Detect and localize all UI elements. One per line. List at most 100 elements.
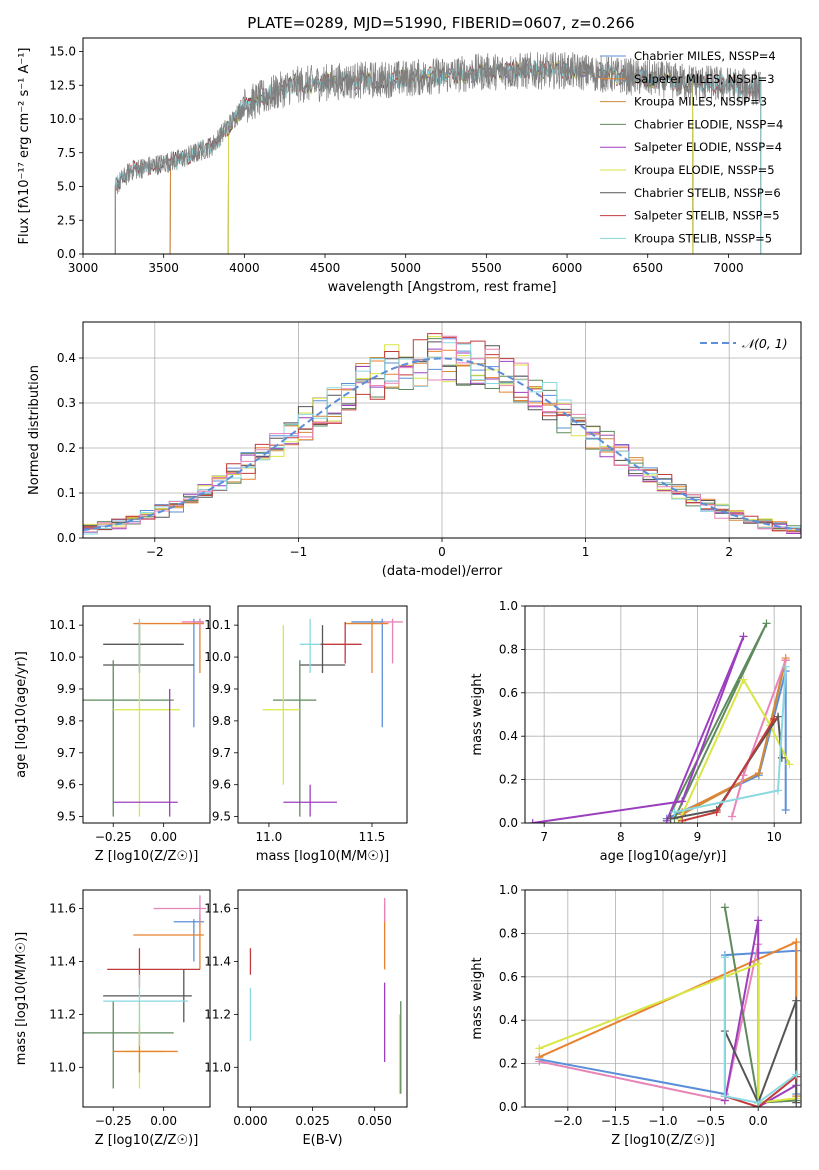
y-tick-label: 7.5 — [57, 146, 76, 160]
x-tick-label: −0.25 — [95, 1114, 132, 1128]
y-tick-label: 0.0 — [499, 1100, 518, 1114]
y-tick-label: 9.8 — [57, 714, 76, 728]
weight-marker — [792, 1070, 801, 1079]
plot-area-mass_vs_ebv — [249, 897, 402, 1094]
y-tick-label: 1.0 — [499, 599, 518, 613]
x-axis-label: Z [log10(Z/Z☉)] — [95, 849, 199, 864]
weight-marker — [739, 771, 748, 780]
y-tick-label: 9.9 — [212, 682, 231, 696]
weight-marker — [739, 675, 748, 684]
weight-marker — [712, 808, 721, 817]
x-tick-label: 3500 — [148, 261, 179, 275]
y-tick-label: 9.5 — [57, 810, 76, 824]
y-tick-label: 9.6 — [212, 778, 231, 792]
legend-label: Chabrier MILES, NSSP=4 — [634, 49, 776, 63]
weight-line-5 — [538, 962, 797, 1104]
weight-marker — [678, 797, 687, 806]
y-tick-label: 9.9 — [57, 682, 76, 696]
x-tick-label: −2 — [146, 545, 164, 559]
weight-marker — [754, 959, 763, 968]
y-tick-label: 10.1 — [204, 618, 231, 632]
weight-marker — [535, 1044, 544, 1053]
y-tick-label: 0.6 — [499, 686, 518, 700]
x-tick-label: 4000 — [229, 261, 260, 275]
y-tick-label: 9.7 — [212, 746, 231, 760]
y-tick-label: 0.8 — [499, 642, 518, 656]
errorbar-point — [107, 948, 200, 988]
x-tick-label: −0.25 — [95, 830, 132, 844]
errorbar-point — [83, 660, 174, 817]
errorbar-point — [103, 969, 192, 1023]
legend-label: Salpeter STELIB, NSSP=5 — [634, 209, 780, 223]
plot-area-residuals — [83, 333, 801, 535]
weight-marker — [762, 619, 771, 628]
errorbar-point — [283, 784, 337, 817]
panel-mass_vs_Z: −0.25 0.00 11.0 11.2 11.4 11.6 Z [log10(Z/Z☉)]… — [14, 889, 211, 1148]
weight-marker — [774, 786, 782, 795]
x-tick-label: −1 — [290, 545, 308, 559]
axes-frame — [82, 37, 802, 255]
legend-label: Kroupa MILES, NSSP=3 — [634, 95, 767, 109]
weight-line-6 — [723, 1000, 798, 1106]
errorbar-point — [123, 1001, 164, 1089]
errorbar-point — [103, 621, 184, 664]
x-tick-label: 0.050 — [358, 1114, 392, 1128]
legend-label: Kroupa ELODIE, NSSP=5 — [634, 163, 775, 177]
axes-frame — [524, 889, 802, 1108]
errorbar-point — [320, 621, 362, 664]
x-tick-label: 10 — [767, 830, 782, 844]
y-axis-label: age [log10(age/yr)] — [14, 651, 29, 778]
weight-line-3 — [723, 907, 797, 1104]
y-tick-label: 10.1 — [49, 618, 76, 632]
errorbar-point — [382, 618, 403, 664]
errorbar-point — [83, 1001, 174, 1089]
y-axis-label: mass weight — [470, 957, 485, 1039]
y-axis-label: mass weight — [470, 673, 485, 755]
axes-frame — [237, 889, 408, 1108]
y-tick-label: 10.0 — [49, 650, 76, 664]
errorbar-point — [113, 1027, 178, 1073]
weight-marker — [739, 632, 748, 641]
errorbar-point — [181, 618, 204, 629]
weight-marker — [792, 938, 801, 947]
y-tick-label: 0.8 — [499, 926, 518, 940]
y-tick-label: 0.2 — [57, 441, 76, 455]
weight-marker — [754, 916, 763, 925]
plot-area-spectrum — [114, 51, 762, 254]
y-tick-label: 10.0 — [49, 112, 76, 126]
y-tick-label: 11.2 — [49, 1007, 76, 1021]
y-tick-label: 9.8 — [212, 714, 231, 728]
errorbar-point — [173, 919, 204, 962]
legend-label: Chabrier STELIB, NSSP=6 — [634, 186, 781, 200]
weight-marker — [792, 996, 801, 1005]
y-tick-label: 2.5 — [57, 213, 76, 227]
weight-marker — [754, 769, 763, 778]
panel-residuals: −2 −1 0 1 2 0.0 0.1 0.2 0.3 0.4 (data-model)/error… — [27, 321, 802, 579]
weight-marker — [670, 808, 679, 817]
x-tick-label: 8 — [617, 830, 625, 844]
errorbar-point — [273, 660, 317, 817]
x-tick-label: 5500 — [471, 261, 502, 275]
legend-label: 𝒩(0, 1) — [742, 336, 788, 351]
weight-marker — [781, 662, 790, 671]
x-tick-label: 0.00 — [150, 830, 177, 844]
weight-marker — [720, 1092, 729, 1101]
y-tick-label: 0.2 — [499, 1057, 518, 1071]
weight-line-8 — [723, 957, 797, 1104]
x-axis-label: Z [log10(Z/Z☉)] — [95, 1133, 199, 1148]
x-tick-label: 6000 — [552, 261, 583, 275]
y-axis-label: Normed distribution — [27, 365, 42, 495]
axes-frame — [237, 605, 408, 824]
panel-age_vs_mass: 11.0 11.5 9.5 9.6 9.7 9.8 9.9 10.0 10.1 mass [log… — [204, 605, 408, 864]
weight-line-4 — [723, 920, 797, 1107]
y-axis-label: mass [log10(M/M☉)] — [14, 932, 29, 1065]
y-tick-label: 9.6 — [57, 778, 76, 792]
x-tick-label: 0.0 — [749, 1114, 768, 1128]
x-tick-label: 0 — [438, 545, 446, 559]
y-tick-label: 11.4 — [49, 954, 76, 968]
plot-area-weight_vs_age — [528, 619, 794, 823]
x-tick-label: 5000 — [390, 261, 421, 275]
x-tick-label: 11.5 — [359, 830, 386, 844]
plot-area-age_vs_mass — [262, 618, 403, 817]
x-tick-label: −1.5 — [601, 1114, 630, 1128]
